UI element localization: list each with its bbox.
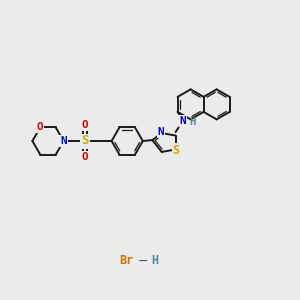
Text: H: H [190,117,196,128]
Text: O: O [82,120,88,130]
Text: O: O [82,152,88,162]
Text: N: N [179,116,186,126]
Text: S: S [173,143,180,157]
Text: N: N [60,136,67,146]
Text: O: O [37,122,44,133]
Text: Br: Br [119,254,133,268]
Text: −: − [137,254,148,268]
Text: H: H [151,254,158,268]
Text: N: N [158,128,164,137]
Text: S: S [81,134,89,148]
